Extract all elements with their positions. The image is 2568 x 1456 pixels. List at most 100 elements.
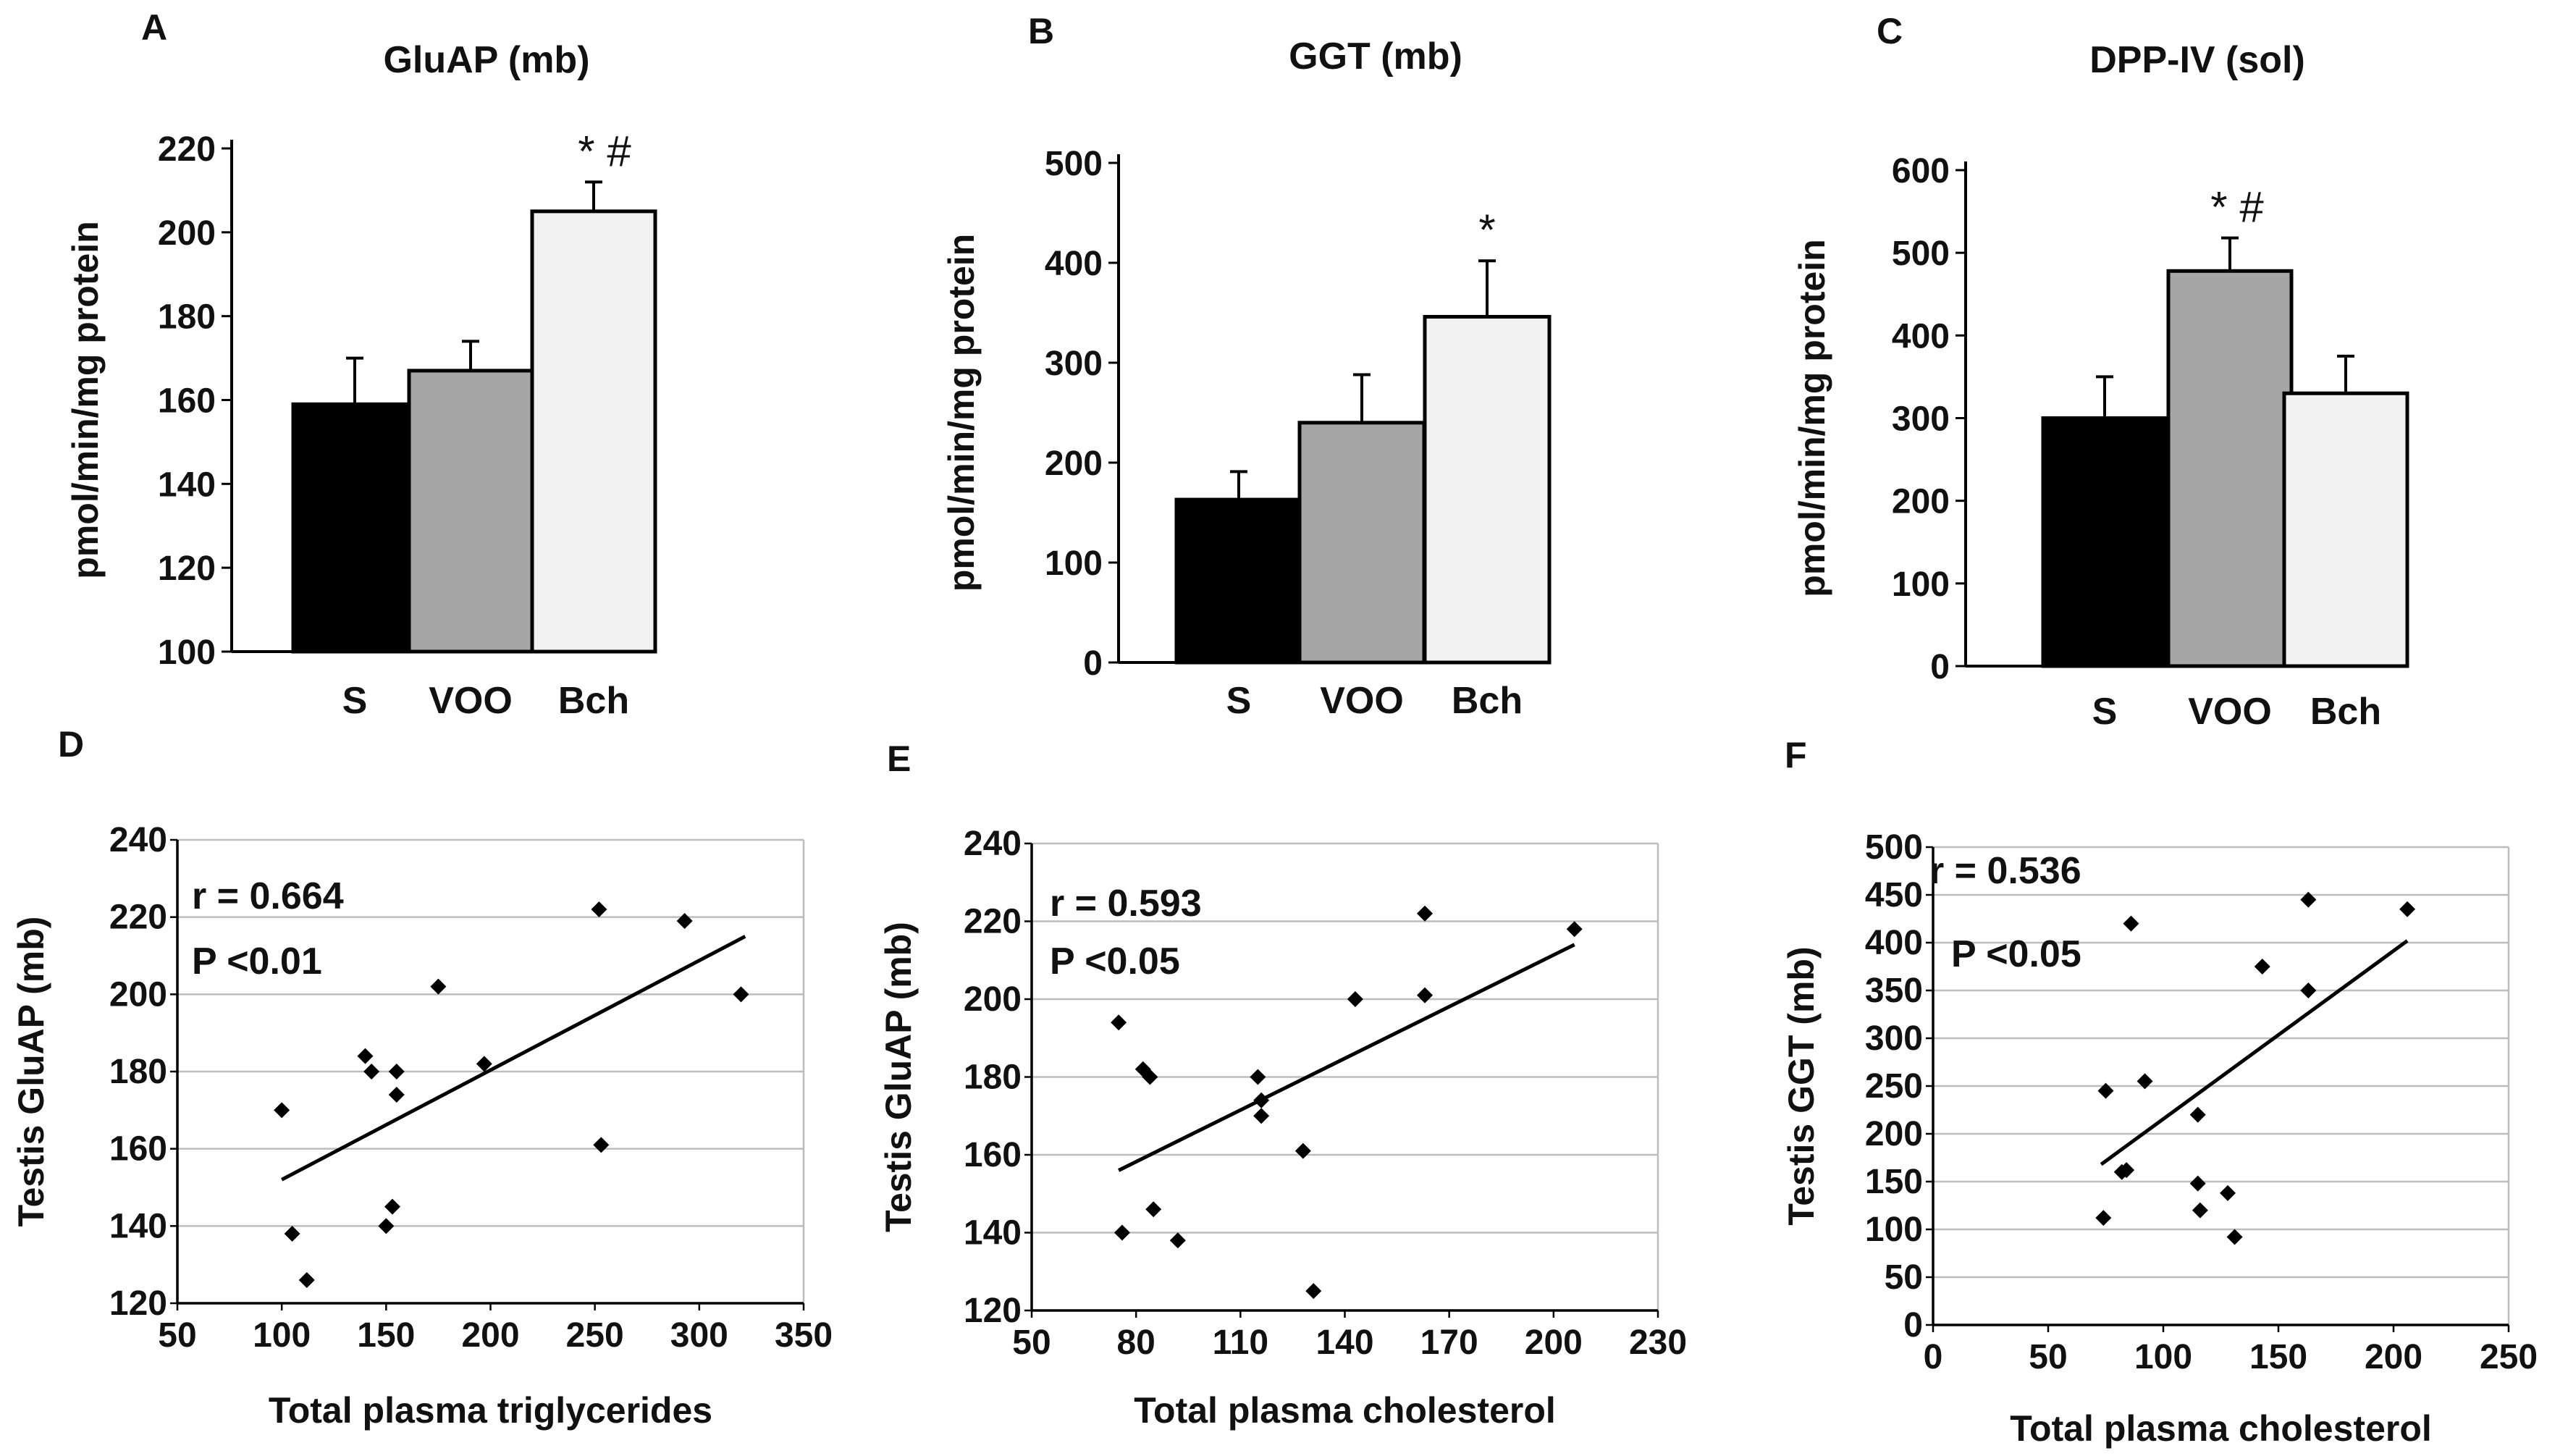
panel-letter-a: A [141, 7, 167, 48]
y-tick-label: 220 [109, 899, 167, 937]
p-value: P <0.05 [1951, 933, 2081, 975]
y-axis-title: pmol/min/mg protein [1792, 239, 1832, 597]
data-point [2300, 891, 2317, 908]
x-tick-label: 50 [1012, 1324, 1051, 1362]
bar-s [2041, 416, 2168, 668]
chart-title: DPP-IV (sol) [2089, 39, 2305, 81]
y-tick-label: 180 [964, 1059, 1022, 1097]
y-tick-label: 300 [1865, 1019, 1923, 1058]
y-tick-label: 500 [1865, 828, 1923, 867]
y-tick-label: 200 [109, 975, 167, 1014]
p-value: P <0.05 [1050, 940, 1180, 982]
data-point [1145, 1201, 1162, 1218]
trend-line [1118, 943, 1575, 1172]
p-value: P <0.01 [192, 940, 322, 982]
category-label: VOO [1320, 680, 1404, 722]
data-point [2123, 915, 2139, 932]
bar-s [291, 402, 418, 654]
x-tick-label: 100 [253, 1316, 311, 1355]
bar-voo [2166, 269, 2294, 668]
data-point [1111, 1014, 1127, 1031]
data-point [2097, 1082, 2114, 1099]
data-point [2399, 901, 2416, 917]
y-tick-label: 160 [158, 382, 216, 421]
y-tick-label: 100 [1865, 1211, 1923, 1249]
y-tick-label: 400 [1865, 924, 1923, 962]
y-tick-label: 220 [964, 903, 1022, 941]
x-tick-label: 0 [1924, 1338, 1943, 1376]
data-point [2137, 1073, 2153, 1090]
category-label: Bch [2310, 691, 2381, 733]
y-tick-label: 200 [158, 214, 216, 253]
y-axis-title: pmol/min/mg protein [941, 234, 982, 592]
data-point [1250, 1069, 1266, 1085]
data-point [733, 986, 749, 1003]
category-label: Bch [558, 680, 629, 722]
data-point [591, 901, 607, 917]
x-tick-label: 170 [1420, 1324, 1478, 1362]
data-point [2189, 1106, 2206, 1123]
data-point [384, 1198, 400, 1215]
data-point [1169, 1232, 1186, 1249]
bar-chart-c: C DPP-IV (sol) pmol/min/mg protein 0 100 200 3… [1792, 11, 2409, 733]
data-point [593, 1137, 610, 1153]
y-tick-label: 500 [1045, 145, 1103, 183]
data-point [1113, 1224, 1130, 1241]
y-tick-label: 300 [1892, 400, 1950, 439]
x-tick-label: 230 [1629, 1324, 1687, 1362]
data-point [2226, 1229, 2243, 1245]
data-point [676, 913, 693, 929]
y-tick-label: 140 [109, 1207, 167, 1245]
y-tick-label: 250 [1865, 1067, 1923, 1106]
y-axis-title: pmol/min/mg protein [65, 221, 106, 578]
x-tick-label: 250 [566, 1316, 624, 1355]
bar-bch [530, 209, 657, 654]
y-tick-label: 140 [964, 1214, 1022, 1253]
y-tick-label: 200 [1865, 1115, 1923, 1153]
data-point [1417, 905, 1434, 922]
scatter-chart-e: E 120 140 160 180 200 220 240 50 80 110 140 170 200 23… [878, 738, 1687, 1431]
y-tick-label: 200 [1892, 483, 1950, 521]
category-label: S [1226, 680, 1252, 722]
x-tick-label: 140 [1315, 1324, 1373, 1362]
x-axis-title: Total plasma triglycerides [269, 1390, 712, 1431]
data-point [363, 1064, 380, 1080]
correlation-r: r = 0.664 [192, 875, 344, 917]
data-point [476, 1056, 492, 1072]
data-point [1142, 1069, 1158, 1085]
scatter-chart-f: F 0 50 100 150 200 250 300 350 400 450 500 0 50 100 150… [1781, 735, 2538, 1449]
x-tick-label: 50 [158, 1316, 196, 1355]
data-point [298, 1272, 315, 1288]
data-point [2220, 1184, 2236, 1201]
data-point [1253, 1092, 1270, 1108]
y-tick-label: 0 [1083, 644, 1103, 683]
panel-letter-c: C [1877, 11, 1903, 51]
x-axis-title: Total plasma cholesterol [2010, 1408, 2432, 1449]
bar-chart-a: A GluAP (mb) pmol/min/mg protein 100 120 140 1… [65, 7, 657, 722]
y-tick-label: 350 [1865, 972, 1923, 1010]
x-tick-label: 200 [1525, 1324, 1583, 1362]
y-tick-label: 100 [1892, 565, 1950, 604]
x-tick-label: 300 [670, 1316, 728, 1355]
y-tick-label: 120 [109, 1284, 167, 1323]
data-point [2095, 1210, 2112, 1226]
y-tick-label: 220 [158, 130, 216, 169]
x-tick-label: 350 [775, 1316, 833, 1355]
y-tick-label: 0 [1930, 648, 1950, 686]
x-tick-label: 50 [2029, 1338, 2067, 1376]
y-axis-title: Testis GluAP (mb) [878, 922, 919, 1232]
y-tick-label: 240 [109, 821, 167, 859]
data-point [2300, 982, 2317, 998]
data-point [378, 1218, 395, 1234]
x-tick-label: 150 [357, 1316, 415, 1355]
category-label: S [2092, 691, 2118, 733]
trend-line [281, 935, 746, 1182]
y-tick-label: 0 [1903, 1306, 1923, 1345]
y-tick-label: 140 [158, 466, 216, 504]
category-label: VOO [429, 680, 513, 722]
y-tick-label: 50 [1885, 1258, 1923, 1297]
x-tick-label: 250 [2480, 1338, 2538, 1376]
correlation-r: r = 0.593 [1050, 883, 1202, 925]
panel-letter-f: F [1785, 735, 1807, 775]
bar-bch [2282, 391, 2409, 668]
